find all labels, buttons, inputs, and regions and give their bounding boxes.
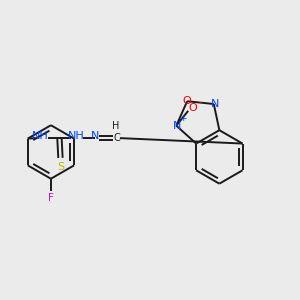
Text: H: H [112,121,120,131]
Text: N: N [91,131,99,141]
Text: O: O [183,96,192,106]
Text: NH: NH [68,131,85,141]
Text: S: S [57,162,64,172]
Text: NH: NH [32,131,49,141]
Text: C: C [114,133,120,143]
Text: N: N [173,121,182,131]
Text: +: + [179,114,187,123]
Text: O: O [189,103,197,113]
Text: -: - [198,97,202,107]
Text: N: N [211,99,219,109]
Text: F: F [48,193,54,202]
